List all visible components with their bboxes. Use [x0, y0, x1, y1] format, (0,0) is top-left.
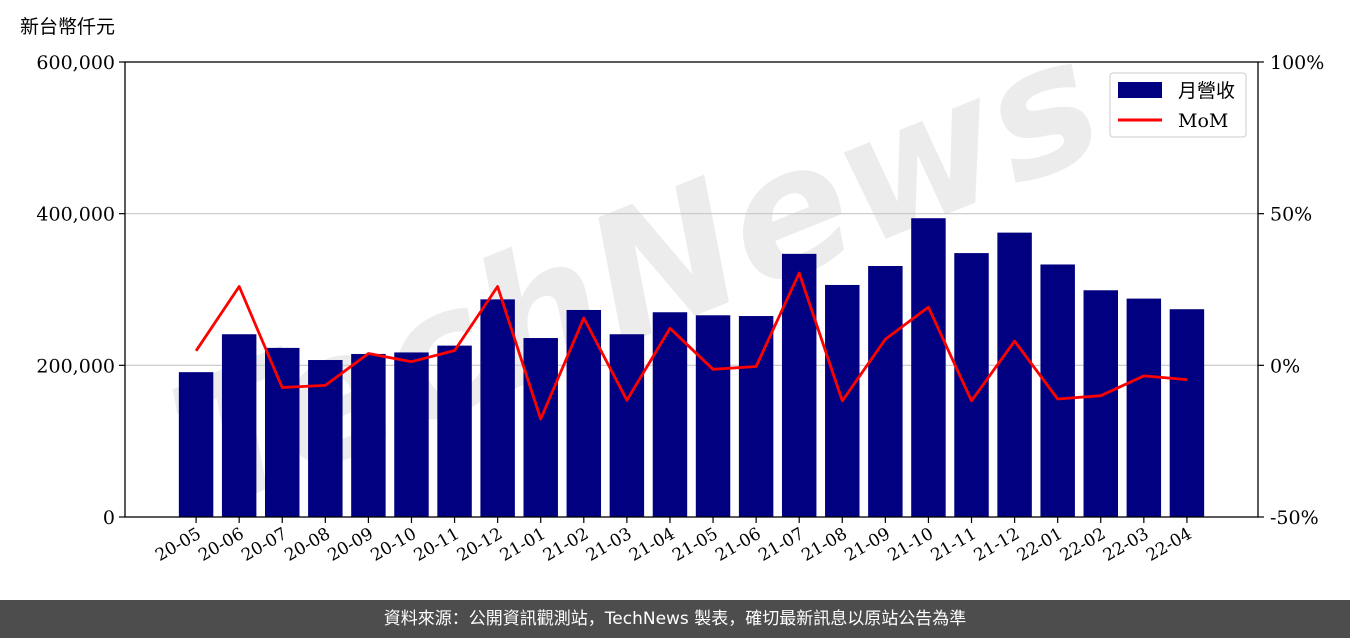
bar-20-09: [351, 353, 386, 517]
x-tick-label: 20-09: [324, 524, 376, 566]
bar-22-02: [1083, 290, 1118, 517]
left-tick-label: 400,000: [36, 204, 115, 226]
legend: 月營收 MoM: [1109, 72, 1247, 138]
unit-label: 新台幣仟元: [20, 16, 116, 38]
bar-20-06: [221, 334, 257, 517]
bar-20-05: [178, 372, 214, 517]
x-tick-label: 21-07: [755, 524, 807, 566]
bar-22-01: [1040, 264, 1075, 517]
bar-20-10: [394, 352, 429, 517]
bar-21-12: [997, 232, 1032, 517]
legend-label-line: MoM: [1178, 110, 1228, 132]
x-tick-label: 22-01: [1014, 524, 1066, 566]
mom-line-series: [194, 271, 1188, 421]
mom-line: [194, 271, 1188, 421]
x-tick-label: 22-03: [1100, 524, 1152, 566]
bar-series: [178, 218, 1205, 517]
x-tick-label: 21-01: [497, 524, 549, 566]
x-tick-label: 21-06: [712, 524, 764, 566]
plot-frame: [124, 61, 1259, 518]
bar-21-07: [781, 253, 817, 517]
bar-21-05: [695, 315, 731, 517]
bar-22-03: [1126, 298, 1162, 517]
x-tick-label: 22-04: [1143, 524, 1195, 566]
x-tick-label: 21-05: [669, 524, 721, 566]
left-tick-label: 0: [103, 507, 115, 529]
bar-21-01: [523, 338, 558, 517]
left-tick-label: 200,000: [36, 355, 115, 377]
left-tick-label: 600,000: [36, 52, 115, 74]
x-tick-label: 21-03: [583, 524, 635, 566]
x-tick-label: 20-12: [454, 524, 506, 566]
bar-21-06: [738, 316, 774, 517]
bar-21-04: [652, 312, 688, 517]
x-tick-label: 20-11: [411, 524, 463, 566]
x-tick-label: 21-02: [540, 524, 592, 566]
x-tick-label: 20-08: [281, 524, 333, 566]
x-tick-label: 20-10: [368, 524, 420, 566]
bar-20-11: [437, 345, 472, 517]
x-tick-label: 20-05: [152, 524, 204, 566]
x-tick-label: 22-02: [1057, 524, 1109, 566]
bar-20-07: [265, 347, 300, 517]
right-tick-label: 0%: [1270, 355, 1300, 377]
right-tick-label: 50%: [1270, 204, 1312, 226]
x-tick-label: 21-12: [971, 524, 1023, 566]
x-tick-label: 21-10: [884, 524, 936, 566]
bar-20-08: [308, 360, 343, 517]
bar-21-03: [609, 334, 645, 517]
right-tick-label: -50%: [1270, 507, 1319, 529]
bar-22-04: [1169, 309, 1205, 517]
legend-label-bar: 月營收: [1178, 80, 1235, 102]
x-tick-label: 21-11: [928, 524, 980, 566]
x-tick-label: 21-09: [841, 524, 893, 566]
bar-21-10: [911, 218, 946, 517]
bar-21-09: [868, 265, 903, 517]
x-tick-label: 21-08: [798, 524, 850, 566]
bar-20-12: [480, 299, 515, 517]
revenue-chart: TechNews 0200,000400,000600,000-50%0%50%…: [36, 0, 1324, 566]
legend-swatch-bar: [1118, 82, 1162, 98]
footer-source-text: 資料來源：公開資訊觀測站，TechNews 製表，確切最新訊息以原站公告為準: [0, 600, 1350, 638]
x-tick-label: 21-04: [626, 524, 678, 566]
right-tick-label: 100%: [1270, 52, 1324, 74]
